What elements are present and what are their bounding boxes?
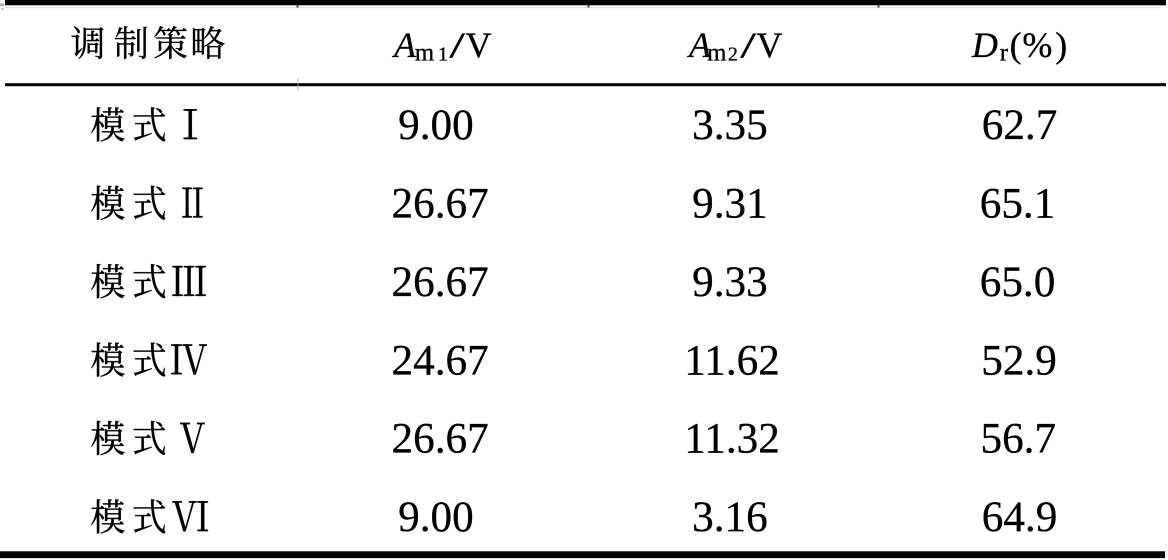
svg-text:9.00: 9.00 — [398, 494, 474, 541]
svg-text:1: 1 — [438, 44, 448, 66]
svg-text:9.00: 9.00 — [398, 102, 474, 149]
svg-text:64.9: 64.9 — [982, 494, 1058, 541]
svg-text:%: % — [1022, 25, 1052, 65]
svg-text:V: V — [756, 25, 782, 65]
svg-text:9.31: 9.31 — [692, 181, 768, 228]
svg-text:/: / — [449, 26, 466, 66]
svg-text:26.67: 26.67 — [392, 259, 489, 306]
svg-text:A: A — [687, 25, 712, 65]
svg-text:D: D — [971, 25, 998, 65]
svg-text:/: / — [740, 26, 757, 66]
svg-text:(: ( — [1010, 25, 1022, 65]
svg-text:V: V — [466, 25, 492, 65]
svg-text:11.32: 11.32 — [684, 416, 780, 463]
svg-text:9.33: 9.33 — [692, 259, 768, 306]
svg-text:A: A — [392, 25, 417, 65]
svg-text:52.9: 52.9 — [981, 337, 1057, 384]
svg-text:3.16: 3.16 — [692, 494, 768, 541]
svg-text:11.62: 11.62 — [684, 337, 780, 384]
svg-text:m: m — [707, 40, 727, 67]
svg-text:65.1: 65.1 — [980, 181, 1056, 228]
svg-text:26.67: 26.67 — [392, 181, 489, 228]
svg-text:m: m — [415, 40, 435, 67]
svg-text:): ) — [1055, 25, 1067, 65]
svg-text:3.35: 3.35 — [692, 102, 768, 149]
svg-text:62.7: 62.7 — [982, 102, 1058, 149]
svg-text:2: 2 — [728, 44, 738, 66]
svg-text:65.0: 65.0 — [980, 259, 1056, 306]
svg-text:26.67: 26.67 — [392, 416, 489, 463]
svg-text:r: r — [1000, 40, 1009, 67]
svg-text:24.67: 24.67 — [392, 337, 489, 384]
svg-text:56.7: 56.7 — [980, 416, 1056, 463]
